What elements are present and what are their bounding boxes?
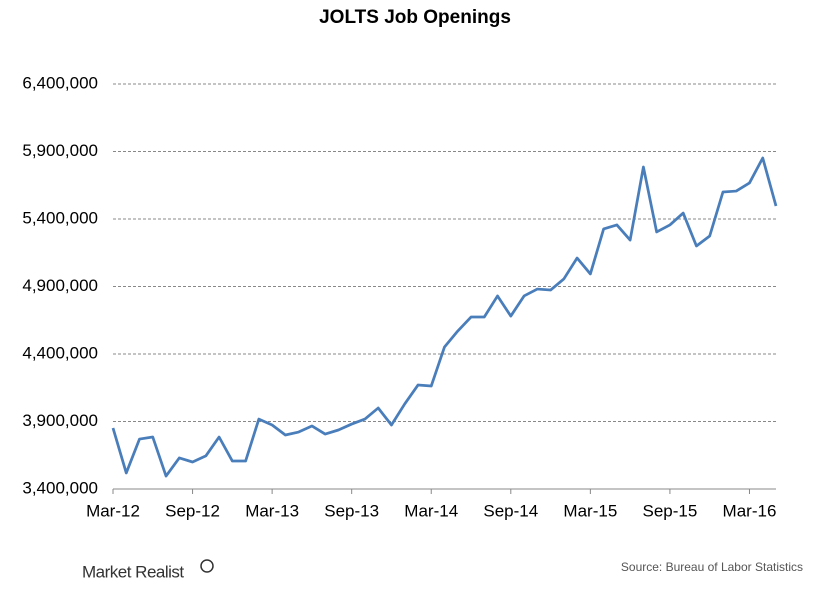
y-tick-label: 3,400,000 <box>22 478 98 497</box>
chart-title: JOLTS Job Openings <box>319 7 511 28</box>
x-tick-label: Mar-14 <box>404 501 458 520</box>
brand-icon <box>200 559 214 573</box>
x-tick-label: Mar-16 <box>723 501 777 520</box>
x-tick-label: Mar-12 <box>86 501 140 520</box>
x-tick-label: Mar-15 <box>563 501 617 520</box>
source-note: Source: Bureau of Labor Statistics <box>621 560 803 574</box>
brand-logo: Market Realist <box>82 562 184 581</box>
x-tick-label: Sep-12 <box>165 501 220 520</box>
y-tick-label: 6,400,000 <box>22 73 98 92</box>
y-tick-label: 5,900,000 <box>22 141 98 160</box>
data-line <box>111 156 778 478</box>
x-tick-label: Sep-13 <box>324 501 379 520</box>
y-tick-label: 5,400,000 <box>22 208 98 227</box>
y-tick-label: 4,900,000 <box>22 276 98 295</box>
y-tick-label: 4,400,000 <box>22 343 98 362</box>
y-tick-label: 3,900,000 <box>22 411 98 430</box>
x-tick-label: Sep-15 <box>643 501 698 520</box>
x-tick-label: Mar-13 <box>245 501 299 520</box>
x-tick-label: Sep-14 <box>483 501 538 520</box>
